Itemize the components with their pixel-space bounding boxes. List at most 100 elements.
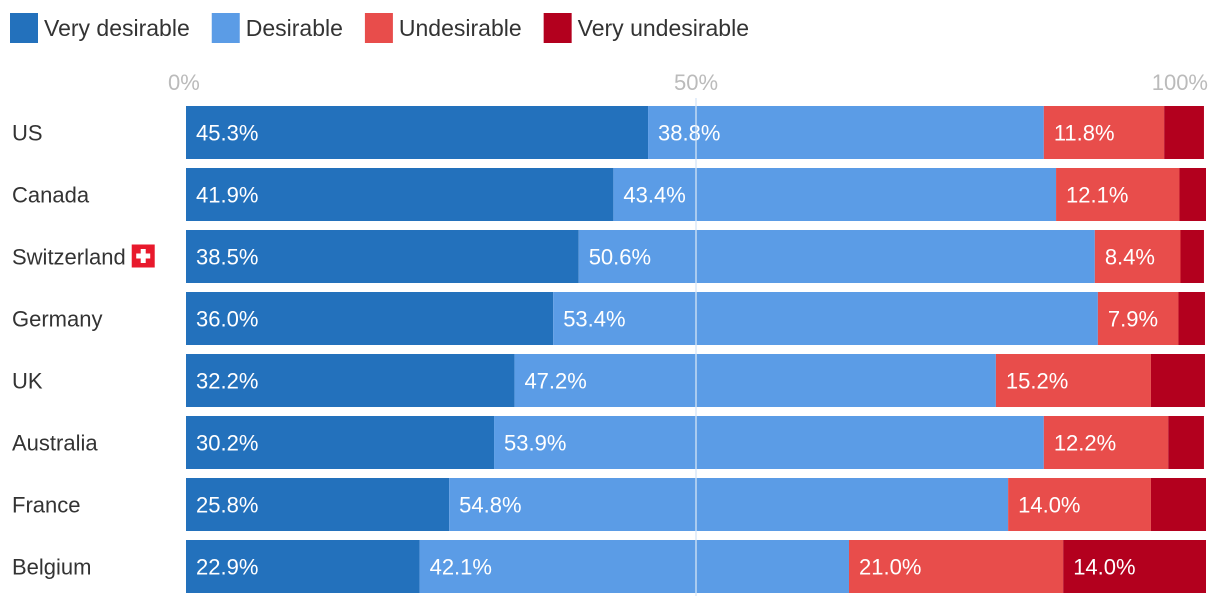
- x-tick-label-0: 0%: [168, 70, 200, 95]
- bar-value-label-australia-very-desirable: 30.2%: [196, 431, 258, 456]
- bar-value-label-australia-desirable: 53.9%: [504, 431, 566, 456]
- bar-value-label-belgium-very-undesirable: 14.0%: [1073, 555, 1135, 580]
- bar-segment-canada-very-desirable[interactable]: [186, 168, 614, 221]
- bar-value-label-germany-desirable: 53.4%: [563, 307, 625, 332]
- bar-segment-germany-very-undesirable[interactable]: [1178, 292, 1205, 345]
- bar-value-label-canada-desirable: 43.4%: [623, 183, 685, 208]
- swiss-flag-icon: [131, 244, 155, 268]
- legend-label-very-desirable: Very desirable: [44, 15, 190, 41]
- bar-value-label-switzerland-very-desirable: 38.5%: [196, 245, 258, 270]
- category-canada: Canada: [12, 183, 90, 208]
- category-label-us: US: [12, 121, 43, 146]
- legend-item-desirable[interactable]: Desirable: [211, 13, 343, 43]
- bar-segment-uk-desirable[interactable]: [514, 354, 996, 407]
- legend-item-very-desirable[interactable]: Very desirable: [10, 13, 190, 43]
- bar-segment-australia-undesirable[interactable]: [1043, 416, 1169, 469]
- bar-segment-belgium-undesirable[interactable]: [849, 540, 1064, 593]
- bar-value-label-france-undesirable: 14.0%: [1018, 493, 1080, 518]
- bar-segment-switzerland-desirable[interactable]: [578, 230, 1095, 283]
- bar-value-label-uk-very-desirable: 32.2%: [196, 369, 258, 394]
- bar-segment-uk-very-undesirable[interactable]: [1150, 354, 1205, 407]
- bar-segment-canada-desirable[interactable]: [613, 168, 1057, 221]
- category-label-switzerland: Switzerland: [12, 245, 126, 270]
- bar-row-australia: 30.2% 53.9% 12.2%: [186, 416, 1204, 469]
- bar-value-label-us-undesirable: 11.8%: [1054, 121, 1115, 146]
- bar-value-label-france-very-desirable: 25.8%: [196, 493, 258, 518]
- category-us: US: [12, 121, 43, 146]
- bar-row-switzerland: 38.5% 50.6% 8.4%: [186, 230, 1204, 283]
- bar-segment-australia-desirable[interactable]: [494, 416, 1044, 469]
- bar-value-label-germany-very-desirable: 36.0%: [196, 307, 258, 332]
- bar-value-label-canada-undesirable: 12.1%: [1066, 183, 1128, 208]
- bar-segment-france-very-desirable[interactable]: [186, 478, 450, 531]
- legend-item-very-undesirable[interactable]: Very undesirable: [543, 13, 749, 43]
- bar-value-label-switzerland-desirable: 50.6%: [589, 245, 651, 270]
- bar-segment-belgium-very-undesirable[interactable]: [1063, 540, 1206, 593]
- bar-row-belgium: 22.9% 42.1% 21.0% 14.0%: [186, 540, 1206, 593]
- bar-row-canada: 41.9% 43.4% 12.1%: [186, 168, 1206, 221]
- legend-label-undesirable: Undesirable: [399, 15, 522, 41]
- legend-swatch-desirable: [211, 13, 240, 43]
- category-labels: US Canada Switzerland Germany UK Australia Fra…: [12, 121, 155, 580]
- bar-segment-germany-undesirable[interactable]: [1097, 292, 1179, 345]
- bar-segment-switzerland-very-desirable[interactable]: [186, 230, 579, 283]
- bar-segment-canada-very-undesirable[interactable]: [1179, 168, 1206, 221]
- category-label-australia: Australia: [12, 431, 98, 456]
- bar-value-label-belgium-very-desirable: 22.9%: [196, 555, 258, 580]
- bar-segment-australia-very-undesirable[interactable]: [1168, 416, 1204, 469]
- legend-swatch-very-desirable: [10, 13, 38, 43]
- category-label-belgium: Belgium: [12, 555, 91, 580]
- bar-value-label-france-desirable: 54.8%: [459, 493, 521, 518]
- bar-segment-us-desirable[interactable]: [648, 106, 1044, 159]
- category-label-germany: Germany: [12, 307, 102, 332]
- bars-area: 45.3% 38.8% 11.8% 41.9% 43.4% 12.1% 38.5% 50.6%…: [186, 106, 1206, 593]
- bar-segment-canada-undesirable[interactable]: [1056, 168, 1180, 221]
- legend-label-very-undesirable: Very undesirable: [578, 15, 749, 41]
- bar-segment-france-undesirable[interactable]: [1008, 478, 1151, 531]
- x-axis-ticks: 0% 50% 100%: [168, 70, 1208, 95]
- bar-value-label-switzerland-undesirable: 8.4%: [1105, 245, 1155, 270]
- bar-segment-germany-very-desirable[interactable]: [186, 292, 554, 345]
- bar-value-label-uk-desirable: 47.2%: [524, 369, 586, 394]
- category-switzerland: Switzerland: [12, 244, 155, 270]
- bar-segment-switzerland-very-undesirable[interactable]: [1180, 230, 1204, 283]
- category-label-france: France: [12, 493, 80, 518]
- category-belgium: Belgium: [12, 555, 91, 580]
- bar-segment-uk-very-desirable[interactable]: [186, 354, 515, 407]
- category-uk: UK: [12, 369, 43, 394]
- bar-segment-belgium-desirable[interactable]: [419, 540, 849, 593]
- bar-segment-germany-desirable[interactable]: [553, 292, 1098, 345]
- legend-swatch-very-undesirable: [543, 13, 572, 43]
- bar-segment-france-desirable[interactable]: [449, 478, 1009, 531]
- bar-segment-us-very-undesirable[interactable]: [1164, 106, 1204, 159]
- bar-segment-uk-undesirable[interactable]: [995, 354, 1151, 407]
- category-germany: Germany: [12, 307, 102, 332]
- bar-row-us: 45.3% 38.8% 11.8%: [186, 106, 1204, 159]
- bar-value-label-germany-undesirable: 7.9%: [1108, 307, 1158, 332]
- bar-value-label-belgium-undesirable: 21.0%: [859, 555, 921, 580]
- bar-segment-australia-very-desirable[interactable]: [186, 416, 495, 469]
- legend-swatch-undesirable: [364, 13, 393, 43]
- chart-legend: Very desirable Desirable Undesirable Very u…: [10, 13, 749, 43]
- category-australia: Australia: [12, 431, 98, 456]
- bar-value-label-us-desirable: 38.8%: [658, 121, 720, 146]
- bar-value-label-us-very-desirable: 45.3%: [196, 121, 258, 146]
- category-label-canada: Canada: [12, 183, 90, 208]
- bar-segment-us-undesirable[interactable]: [1043, 106, 1165, 159]
- bar-segment-us-very-desirable[interactable]: [186, 106, 649, 159]
- legend-label-desirable: Desirable: [246, 15, 343, 41]
- bar-segment-belgium-very-desirable[interactable]: [186, 540, 420, 593]
- bar-value-label-canada-very-desirable: 41.9%: [196, 183, 258, 208]
- bar-row-france: 25.8% 54.8% 14.0%: [186, 478, 1206, 531]
- x-tick-label-50: 50%: [674, 70, 718, 95]
- bar-value-label-uk-undesirable: 15.2%: [1006, 369, 1068, 394]
- category-label-uk: UK: [12, 369, 43, 394]
- bar-segment-france-very-undesirable[interactable]: [1150, 478, 1206, 531]
- bar-value-label-belgium-desirable: 42.1%: [430, 555, 492, 580]
- bar-value-label-australia-undesirable: 12.2%: [1054, 431, 1116, 456]
- category-france: France: [12, 493, 80, 518]
- bar-row-germany: 36.0% 53.4% 7.9%: [186, 292, 1205, 345]
- bar-segment-switzerland-undesirable[interactable]: [1094, 230, 1181, 283]
- legend-item-undesirable[interactable]: Undesirable: [364, 13, 522, 43]
